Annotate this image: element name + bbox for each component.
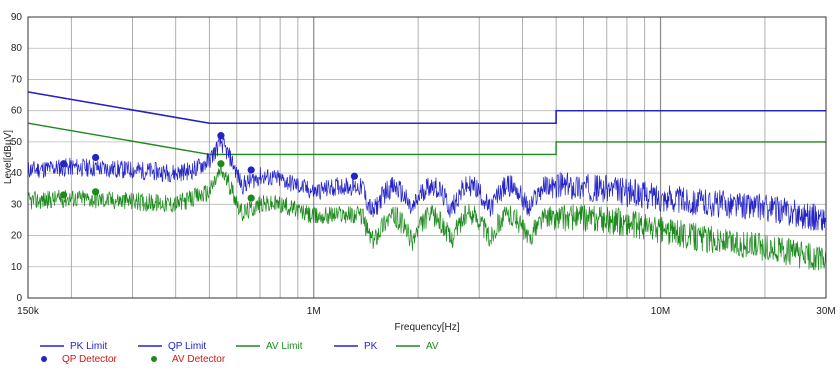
y-tick-label: 90 <box>11 12 23 23</box>
x-tick-label: 30M <box>816 306 835 317</box>
legend-label: AV Limit <box>266 341 303 352</box>
detector-point-av-detector <box>248 194 255 201</box>
y-tick-label: 10 <box>11 262 23 273</box>
legend-label: QP Limit <box>168 341 206 352</box>
detector-point-qp-detector <box>60 160 67 167</box>
legend-dot <box>151 356 157 362</box>
legend-label: QP Detector <box>62 354 118 365</box>
y-axis-label: Level[dBµV] <box>3 130 14 184</box>
legend: PK Limit QP Limit AV Limit PK AV QP Detector A… <box>40 341 439 365</box>
y-tick-label: 60 <box>11 106 23 117</box>
legend-label: AV Detector <box>172 354 226 365</box>
x-tick-label: 150k <box>17 306 40 317</box>
y-tick-label: 20 <box>11 231 23 242</box>
detector-point-av-detector <box>217 160 224 167</box>
legend-label: PK <box>364 341 378 352</box>
x-tick-label: 10M <box>651 306 670 317</box>
detector-point-qp-detector <box>248 166 255 173</box>
y-tick-label: 80 <box>11 43 23 54</box>
legend-label: PK Limit <box>70 341 107 352</box>
legend-label: AV <box>426 341 439 352</box>
plot-background <box>28 17 826 298</box>
detector-point-qp-detector <box>217 132 224 139</box>
y-tick-label: 30 <box>11 199 23 210</box>
x-axis-label: Frequency[Hz] <box>394 322 459 333</box>
detector-point-av-detector <box>60 191 67 198</box>
y-tick-label: 70 <box>11 74 23 85</box>
legend-dot <box>41 356 47 362</box>
y-tick-label: 0 <box>16 293 22 304</box>
x-tick-label: 1M <box>307 306 321 317</box>
detector-point-av-detector <box>92 188 99 195</box>
detector-point-qp-detector <box>351 173 358 180</box>
detector-point-qp-detector <box>92 154 99 161</box>
